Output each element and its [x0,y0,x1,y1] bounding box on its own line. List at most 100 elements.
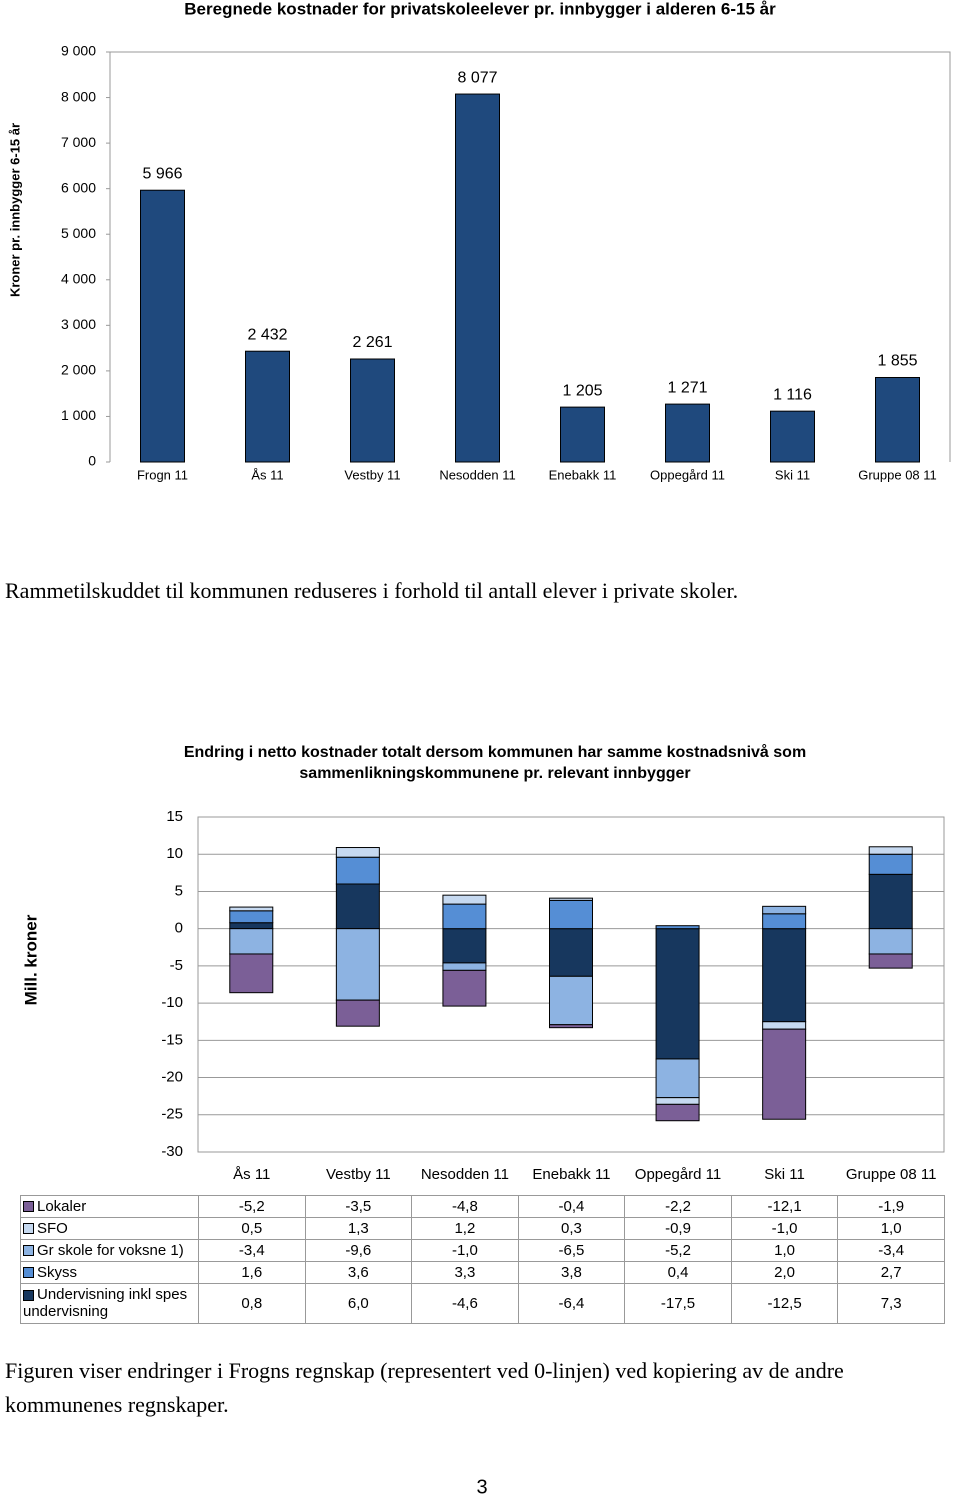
table-value: -17,5 [624,1282,732,1324]
table-value: -3,4 [837,1238,945,1262]
legend-label: Skyss [37,1263,78,1281]
y-tick-label: 10 [166,845,183,862]
legend-cell: Undervisning inkl spes undervisning [20,1282,199,1324]
x-tick-label: Frogn 11 [137,467,188,482]
y-tick-label: 6 000 [61,179,96,195]
bar [875,376,920,463]
table-value: 1,6 [198,1260,306,1284]
table-value: -5,2 [198,1194,306,1218]
table-value: -6,4 [517,1282,626,1324]
bar-segment [655,1103,700,1122]
table-row: Lokaler -5,2 -3,5 -4,8 -0,4 -2,2 -12,1 -1,9 [20,1194,945,1218]
y-tick-label: 2 000 [61,362,96,378]
data-label: 1 116 [773,386,812,403]
bar-segment [868,928,913,955]
bar-segment [442,969,487,1007]
bar-segment [655,928,700,1060]
y-tick-label: 9 000 [61,43,96,59]
paragraph: Figuren viser endringer i Frogns regnska… [5,1358,844,1417]
y-tick-label: 15 [166,808,183,825]
x-tick-label: Ski 11 [775,467,810,482]
bar [245,350,290,463]
category-label: Ski 11 [764,1166,805,1184]
table-row: SFO 0,5 1,3 1,2 0,3 -0,9 -1,0 1,0 [20,1216,945,1240]
bar-segment [229,922,274,930]
table-value: -1,0 [411,1238,519,1262]
y-tick-label: -15 [161,1031,183,1048]
table-value: -9,6 [304,1238,413,1262]
x-tick-label: Gruppe 08 11 [858,467,937,482]
category-label: Oppegård 11 [634,1166,722,1184]
y-tick-label: 0 [88,453,96,469]
y-axis-label: Kroner pr. innbygger 6-15 år [7,123,22,297]
data-label: 2 261 [352,334,392,351]
table-value: -3,5 [304,1194,413,1218]
x-tick-label: Ås 11 [251,467,283,482]
table-value: -5,2 [624,1238,732,1262]
legend-swatch [23,1223,34,1235]
y-tick-label: -30 [161,1143,183,1160]
table-value: -4,8 [411,1194,519,1218]
legend-label: Gr skole for voksne 1) [37,1241,184,1259]
bar-segment [655,1097,700,1105]
table-value: 0,4 [624,1260,732,1284]
table-value: 0,3 [517,1216,626,1240]
table-value: -0,9 [624,1216,732,1240]
legend-cell: Gr skole for voksne 1) [20,1238,199,1262]
bar-segment [868,873,913,930]
table-value: 1,0 [730,1238,839,1262]
table-value: -1,0 [730,1216,839,1240]
bar-segment [868,953,913,969]
bar-segment [335,928,380,1001]
bar-segment [335,883,380,930]
bar-segment [549,1024,593,1029]
table-value: 1,2 [411,1216,519,1240]
table-value: 3,6 [304,1260,413,1284]
table-value: -12,1 [730,1194,839,1218]
x-tick-label: Nesodden 11 [439,467,515,482]
page-number: 3 [476,1476,487,1498]
table-value: -12,5 [730,1282,839,1324]
bar [560,406,605,463]
legend-swatch [23,1201,34,1213]
y-tick-label: -25 [161,1106,183,1123]
data-label: 2 432 [247,326,287,343]
bar-segment [762,1028,807,1120]
plot-frame [197,816,945,1153]
legend-cell: SFO [20,1216,199,1240]
table-row: Skyss 1,6 3,6 3,3 3,8 0,4 2,0 2,7 [20,1260,945,1284]
bar [665,403,710,463]
category-label: Nesodden 11 [420,1166,509,1184]
bar [140,189,185,463]
table-value: -3,4 [198,1238,306,1262]
data-label: 5 966 [142,165,182,182]
bar-segment [335,999,380,1027]
bar-segment [549,897,593,901]
table-value: 7,3 [837,1282,945,1324]
bar-segment [229,953,274,994]
y-tick-label: 5 [175,882,183,899]
y-tick-label: 7 000 [61,134,96,150]
table-value: 2,7 [837,1260,945,1284]
paragraph: Rammetilskuddet til kommunen reduseres i… [5,578,739,603]
bar-segment [762,928,807,1023]
category-label: Gruppe 08 11 [845,1166,937,1184]
chart-title: Endring i netto kostnader totalt dersom … [183,744,807,782]
data-label: 8 077 [457,69,497,86]
bar-segment [229,928,274,955]
table-value: 0,5 [198,1216,306,1240]
x-tick-label: Oppegård 11 [650,467,725,482]
bar-segment [655,1058,700,1099]
table-value: 0,8 [198,1282,306,1324]
bar-segment [762,1021,807,1030]
data-label: 1 205 [562,382,602,399]
data-label: 1 855 [877,353,917,370]
bar-segment [868,846,913,855]
legend-swatch [23,1289,34,1301]
bar-segment [549,975,593,1026]
legend-label: Undervisning inkl spes undervisning [23,1286,188,1320]
bar-segment [442,903,487,930]
legend-swatch [23,1245,34,1257]
chart-title: Beregnede kostnader for privatskoleeleve… [184,0,776,18]
